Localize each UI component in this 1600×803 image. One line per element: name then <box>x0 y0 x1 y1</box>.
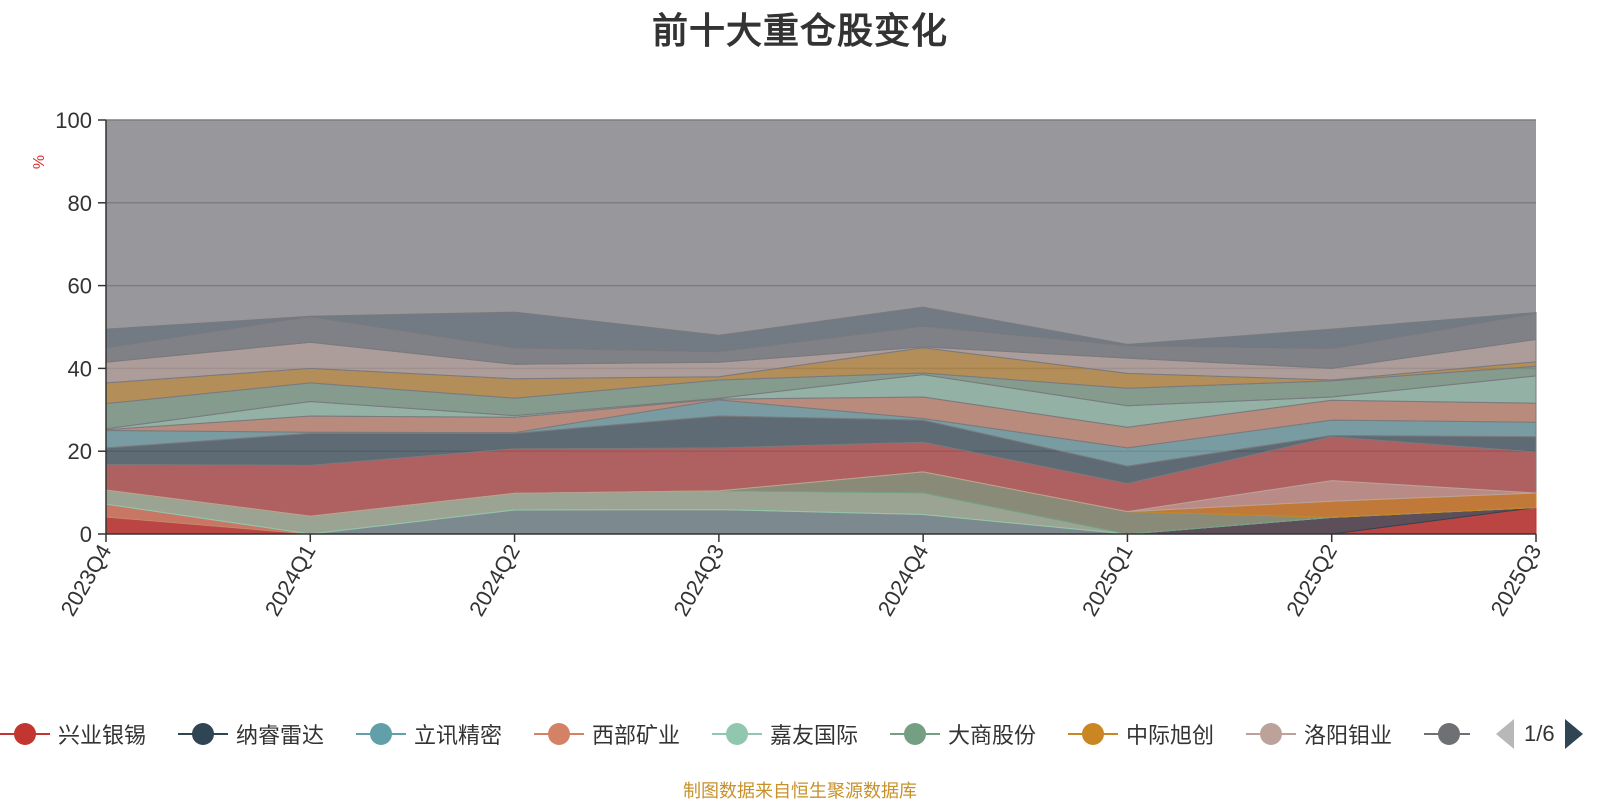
legend-label: 纳睿雷达 <box>236 723 325 748</box>
source-note: 制图数据来自恒生聚源数据库 <box>683 781 917 801</box>
legend-pager: 1/6 <box>1496 712 1600 756</box>
area-band <box>105 306 1537 353</box>
legend-item[interactable]: 中际旭创 <box>1068 712 1214 756</box>
legend-overflow-mask <box>1470 712 1496 756</box>
x-tick-label: 2024Q4 <box>873 540 934 620</box>
legend-label: 西部矿业 <box>592 723 681 748</box>
legend-swatch <box>1068 722 1118 746</box>
legend-label: 嘉友国际 <box>770 723 859 748</box>
x-tick-label: 2024Q2 <box>464 540 525 620</box>
chart-canvas: 0 20 40 60 80 100 2023Q4 2024Q1 2024Q2 2024Q3 2024… <box>31 108 1547 620</box>
legend-page-indicator: 1/6 <box>1524 721 1555 746</box>
y-tick-label: 40 <box>68 356 92 381</box>
x-tick-label: 2025Q3 <box>1486 540 1547 620</box>
legend-label: 洛阳钼业 <box>1304 723 1393 748</box>
legend-item-overflow[interactable] <box>1424 712 1482 756</box>
legend-next-page-button[interactable] <box>1564 719 1583 749</box>
legend-label: 中际旭创 <box>1126 723 1215 748</box>
legend-item[interactable]: 立讯精密 <box>356 712 502 756</box>
y-tick-label: 20 <box>68 439 92 464</box>
legend-swatch <box>178 722 228 746</box>
legend-swatch <box>1424 722 1474 746</box>
legend-label: 大商股份 <box>948 723 1037 748</box>
legend-item[interactable]: 纳睿雷达 <box>178 712 324 756</box>
legend-swatch <box>356 722 406 746</box>
y-tick-label: 0 <box>80 522 92 547</box>
legend-item[interactable]: 嘉友国际 <box>712 712 858 756</box>
series-area-洛阳钼业 <box>105 471 1537 517</box>
legend-swatch <box>0 722 50 746</box>
legend-label: 兴业银锡 <box>58 723 147 748</box>
legend-label: 立讯精密 <box>414 723 503 748</box>
legend-prev-page-button[interactable] <box>1496 719 1514 749</box>
legend-swatch <box>1246 722 1296 746</box>
legend-item[interactable]: 兴业银锡 <box>0 712 146 756</box>
y-tick-label: 100 <box>55 108 92 133</box>
legend-swatch <box>534 722 584 746</box>
y-tick-label: 80 <box>68 191 92 216</box>
x-tick-label: 2025Q2 <box>1281 540 1342 620</box>
y-axis-unit-label: % <box>31 155 48 169</box>
legend-item[interactable]: 洛阳钼业 <box>1246 712 1392 756</box>
legend: 兴业银锡 纳睿雷达 立讯精密 西部矿业 嘉友国际 大商股份 中际旭创 洛阳钼业 <box>0 712 1600 756</box>
legend-item[interactable]: 西部矿业 <box>534 712 680 756</box>
legend-swatch <box>712 722 762 746</box>
y-tick-label: 60 <box>68 274 92 299</box>
x-tick-label: 2024Q1 <box>260 540 321 620</box>
chart-title: 前十大重仓股变化 <box>651 10 948 51</box>
legend-swatch <box>890 722 940 746</box>
x-tick-label: 2025Q1 <box>1077 540 1138 620</box>
x-tick-label: 2023Q4 <box>56 540 117 620</box>
x-tick-label: 2024Q3 <box>668 540 729 620</box>
legend-item[interactable]: 大商股份 <box>890 712 1036 756</box>
